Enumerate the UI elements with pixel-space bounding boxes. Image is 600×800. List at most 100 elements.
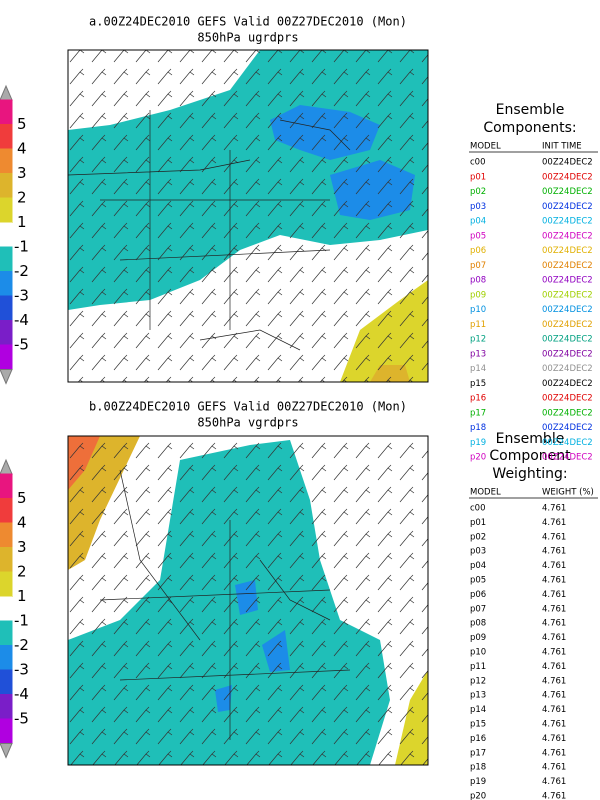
- table-cell: p17: [470, 748, 486, 758]
- table-cell: p18: [470, 763, 486, 773]
- table-cell: p19: [470, 438, 486, 448]
- colorbar-segment: [0, 246, 13, 272]
- colorbar-cap: [0, 369, 13, 385]
- colorbar-label: 1: [17, 587, 27, 605]
- colorbar-segment: [0, 344, 13, 370]
- colorbar-segment: [0, 320, 13, 346]
- table-header: INIT TIME: [542, 142, 582, 152]
- table-cell: 4.761: [542, 720, 566, 730]
- table-cell: p08: [470, 619, 486, 629]
- colorbar-label: 5: [17, 489, 27, 507]
- colorbar-segment: [0, 271, 13, 297]
- table-header: MODEL: [470, 488, 501, 498]
- table-cell: 00Z24DEC2: [542, 290, 593, 300]
- table-cell: p09: [470, 290, 486, 300]
- colorbar-segment: [0, 498, 13, 524]
- table-cell: 4.761: [542, 576, 566, 586]
- panel-subtitle: 850hPa vgrdprs: [197, 416, 298, 430]
- table-cell: 00Z24DEC2: [542, 305, 593, 315]
- colorbar-segment: [0, 718, 13, 744]
- colorbar-segment: [0, 571, 13, 597]
- table-cell: p18: [470, 423, 486, 433]
- table-cell: p10: [470, 648, 486, 658]
- table-cell: 00Z24DEC2: [542, 202, 593, 212]
- table-cell: 00Z24DEC2: [542, 187, 593, 197]
- table-cell: p13: [470, 349, 486, 359]
- table-cell: p07: [470, 261, 486, 271]
- table-cell: 00Z24DEC2: [542, 364, 593, 374]
- colorbar-label: 5: [17, 115, 27, 133]
- colorbar-label: -3: [14, 287, 29, 305]
- colorbar-segment: [0, 99, 13, 125]
- table-cell: p11: [470, 320, 486, 330]
- table-cell: 4.761: [542, 662, 566, 672]
- table-cell: p09: [470, 633, 486, 643]
- colorbar-segment: [0, 522, 13, 548]
- colorbar-label: 1: [17, 213, 27, 231]
- components-title: Components:: [483, 120, 576, 136]
- map-a: [67, 49, 429, 383]
- table-cell: 4.761: [542, 676, 566, 686]
- colorbar-segment: [0, 197, 13, 223]
- table-cell: 00Z24DEC2: [542, 408, 593, 418]
- panel-title: b.00Z24DEC2010 GEFS Valid 00Z27DEC2010 (…: [89, 400, 407, 414]
- colorbar-label: 3: [17, 164, 27, 182]
- table-cell: 4.761: [542, 504, 566, 514]
- table-cell: 00Z24DEC2: [542, 172, 593, 182]
- colorbar-label: -2: [14, 262, 29, 280]
- colorbar-label: -5: [14, 710, 29, 728]
- table-cell: 00Z24DEC2: [542, 335, 593, 345]
- table-cell: p16: [470, 734, 486, 744]
- table-cell: p14: [470, 705, 486, 715]
- table-cell: 4.761: [542, 604, 566, 614]
- colorbar-label: 2: [17, 563, 27, 581]
- table-cell: 4.761: [542, 777, 566, 787]
- table-cell: 4.761: [542, 648, 566, 658]
- table-cell: 4.761: [542, 691, 566, 701]
- table-cell: 4.761: [542, 561, 566, 571]
- colorbar-segment: [0, 295, 13, 321]
- table-cell: p20: [470, 453, 486, 463]
- table-cell: 00Z24DEC2: [542, 246, 593, 256]
- table-cell: p14: [470, 364, 486, 374]
- colorbar-segment: [0, 547, 13, 573]
- colorbar-segment: [0, 173, 13, 199]
- weighting-title: Weighting:: [492, 466, 567, 482]
- colorbar-segment: [0, 694, 13, 720]
- colorbar-label: -4: [14, 685, 29, 703]
- table-cell: p05: [470, 231, 486, 241]
- table-cell: p12: [470, 676, 486, 686]
- table-cell: 00Z24DEC2: [542, 349, 593, 359]
- table-header: WEIGHT (%): [542, 488, 594, 498]
- table-cell: p13: [470, 691, 486, 701]
- table-cell: 00Z24DEC2: [542, 453, 593, 463]
- table-cell: p03: [470, 547, 486, 557]
- colorbar-segment: [0, 669, 13, 695]
- colorbar-cap: [0, 84, 13, 101]
- table-cell: p17: [470, 408, 486, 418]
- colorbar-segment: [0, 473, 13, 499]
- table-cell: 00Z24DEC2: [542, 379, 593, 389]
- panel-title: a.00Z24DEC2010 GEFS Valid 00Z27DEC2010 (…: [89, 15, 407, 29]
- table-cell: 00Z24DEC2: [542, 276, 593, 286]
- table-cell: 4.761: [542, 532, 566, 542]
- table-cell: p20: [470, 792, 486, 800]
- table-cell: p11: [470, 662, 486, 672]
- table-cell: 00Z24DEC2: [542, 423, 593, 433]
- table-cell: 4.761: [542, 619, 566, 629]
- colorbar-label: -4: [14, 311, 29, 329]
- colorbar-segment: [0, 222, 12, 247]
- colorbar-label: -3: [14, 661, 29, 679]
- colorbar-label: -5: [14, 336, 29, 354]
- table-cell: p07: [470, 604, 486, 614]
- table-cell: p01: [470, 172, 486, 182]
- colorbar-segment: [0, 620, 13, 646]
- table-cell: p02: [470, 532, 486, 542]
- table-cell: 4.761: [542, 547, 566, 557]
- table-cell: 00Z24DEC2: [542, 158, 593, 168]
- table-cell: c00: [470, 158, 486, 168]
- table-cell: p05: [470, 576, 486, 586]
- table-cell: p06: [470, 590, 486, 600]
- table-cell: 00Z24DEC2: [542, 231, 593, 241]
